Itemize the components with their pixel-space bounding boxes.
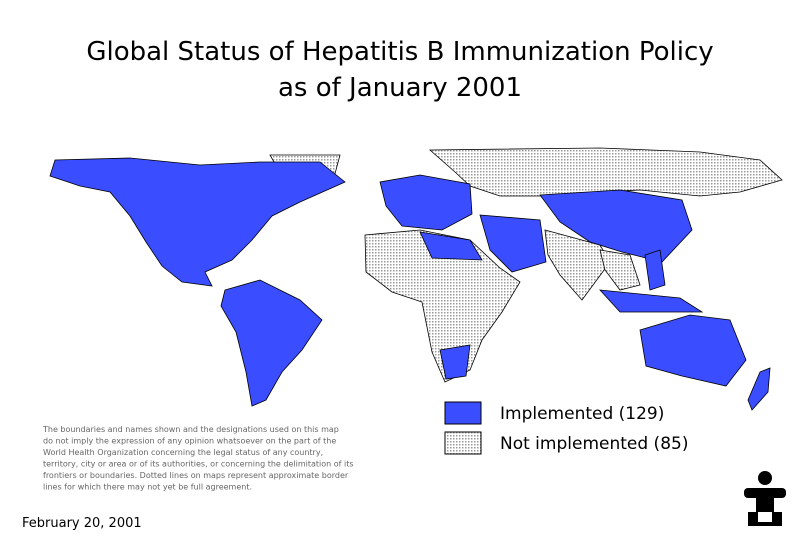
southeast-asia xyxy=(599,249,641,291)
indonesia xyxy=(599,289,704,313)
title-line: as of January 2001 xyxy=(278,73,522,103)
legend-label: Implemented (129) xyxy=(500,404,664,424)
legend: Implemented (129) Not implemented (85) xyxy=(444,401,688,455)
disclaimer-line: frontiers or boundaries. Dotted lines on… xyxy=(43,471,349,480)
disclaimer-line: World Health Organization concerning the… xyxy=(43,448,323,457)
new-zealand xyxy=(747,367,771,411)
south-america xyxy=(220,279,323,407)
australia xyxy=(639,314,747,387)
legend-swatch xyxy=(444,401,482,425)
philippines xyxy=(644,249,666,291)
disclaimer-line: territory, city or area or of its author… xyxy=(43,460,354,469)
disclaimer-line: do not imply the expression of any opini… xyxy=(43,437,336,446)
date: February 20, 2001 xyxy=(22,516,142,531)
africa xyxy=(364,229,521,383)
legend-label: Not implemented (85) xyxy=(500,434,688,454)
middle-east xyxy=(479,214,547,273)
legend-swatch xyxy=(444,431,482,455)
russia xyxy=(428,147,783,197)
north-africa xyxy=(419,231,483,261)
world-map xyxy=(49,147,783,411)
title-line: Global Status of Hepatitis B Immunizatio… xyxy=(86,37,713,67)
europe xyxy=(379,174,473,231)
north-america xyxy=(49,157,346,287)
disclaimer-line: lines for which there may not yet be ful… xyxy=(43,483,252,492)
disclaimer: The boundaries and names shown and the d… xyxy=(42,425,354,492)
southern-africa xyxy=(439,344,471,380)
disclaimer-line: The boundaries and names shown and the d… xyxy=(42,425,339,434)
logo xyxy=(744,471,786,526)
